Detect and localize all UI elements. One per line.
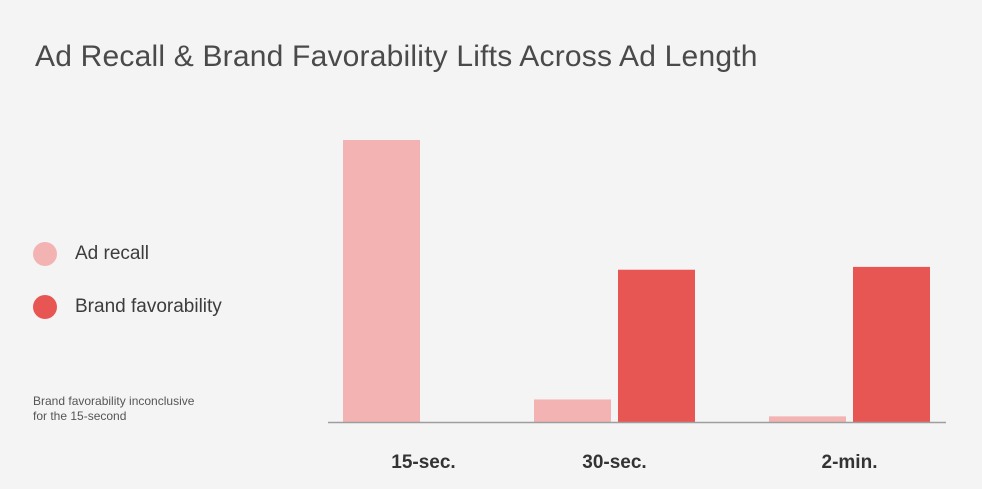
legend-label-brand-favorability: Brand favorability (75, 296, 222, 317)
legend-swatch-brand-favorability (33, 295, 57, 319)
footnote-line-2: for the 15-second (33, 409, 127, 423)
chart-title: Ad Recall & Brand Favorability Lifts Acr… (35, 40, 758, 73)
legend-swatch-ad-recall (33, 242, 57, 266)
x-tick-label-15-sec: 15-sec. (391, 452, 455, 473)
bar-ad-recall-2-min (769, 416, 846, 422)
chart-legend: Ad recall Brand favorability (33, 240, 222, 346)
footnote-line-1: Brand favorability inconclusive (33, 394, 195, 408)
bar-brand-favorability-2-min (853, 266, 930, 422)
bar-ad-recall-15-sec (343, 140, 420, 422)
chart-footnote: Brand favorability inconclusive for the … (33, 394, 253, 424)
legend-label-ad-recall: Ad recall (75, 243, 149, 264)
legend-item-ad-recall: Ad recall (33, 240, 222, 268)
x-tick-label-2-min: 2-min. (822, 452, 878, 473)
bar-ad-recall-30-sec (534, 399, 611, 422)
bar-brand-favorability-30-sec (618, 269, 695, 422)
x-tick-label-30-sec: 30-sec. (582, 452, 646, 473)
legend-item-brand-favorability: Brand favorability (33, 293, 222, 321)
